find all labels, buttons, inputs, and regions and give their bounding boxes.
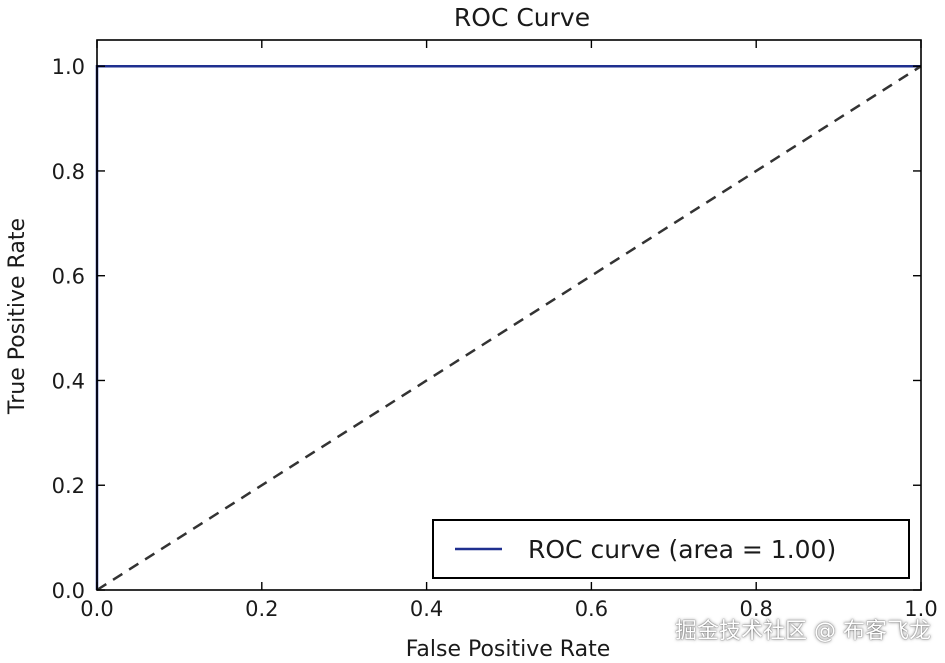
x-tick-label: 0.6 (575, 597, 608, 621)
y-tick-label: 0.6 (52, 265, 85, 289)
chart-title: ROC Curve (454, 3, 590, 32)
x-axis-title: False Positive Rate (406, 637, 610, 662)
legend-box (432, 519, 910, 579)
watermark-text: 掘金技术社区 @ 布客飞龙 (675, 619, 931, 644)
chance-line (96, 65, 922, 592)
x-tick-label: 0.8 (739, 597, 772, 621)
roc-curve-line (95, 64, 921, 590)
x-tick-label: 0.4 (410, 597, 443, 621)
y-tick-label: 0.4 (52, 369, 85, 393)
plot-frame (96, 39, 922, 591)
y-axis-title: True Positive Rate (5, 218, 30, 415)
x-tick-label: 0.2 (245, 597, 278, 621)
x-tick-label: 1.0 (904, 597, 937, 621)
legend: ROC curve (area = 1.00) (432, 519, 910, 579)
y-tick-label: 0.2 (52, 474, 85, 498)
y-tick-label: 0.0 (52, 579, 85, 603)
y-tick-label: 0.8 (52, 160, 85, 184)
x-tick-label: 0.0 (80, 597, 113, 621)
plot-area: 0.0 0.2 0.4 0.6 0.8 1.0 0.0 0.2 0.4 0.6 0.8 1.0 (52, 39, 938, 621)
legend-label-roc: ROC curve (area = 1.00) (528, 535, 836, 564)
y-tick-label: 1.0 (52, 55, 85, 79)
